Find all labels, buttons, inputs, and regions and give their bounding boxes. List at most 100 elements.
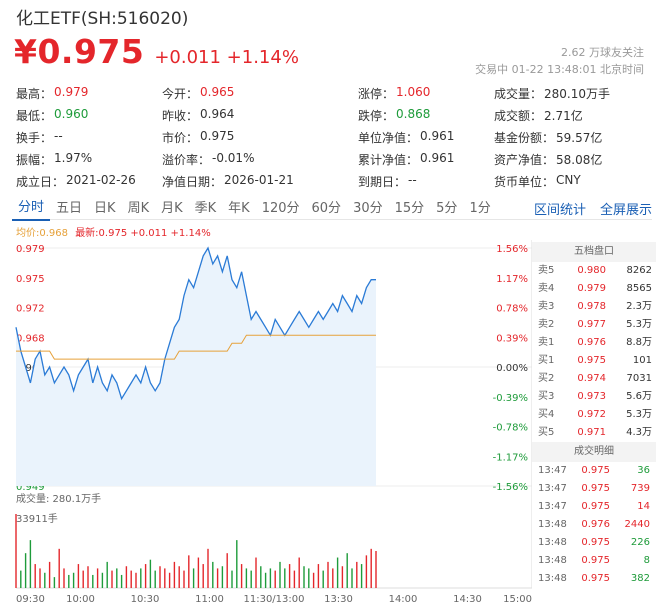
tab-10[interactable]: 15分	[394, 201, 425, 216]
price-area-fill	[16, 248, 376, 486]
stat-value: 0.964	[200, 106, 235, 121]
stat-label: 昨收：	[162, 108, 199, 123]
stat-item: 基金份额： 59.57亿	[494, 129, 648, 146]
trade-time: 13:47	[538, 501, 567, 512]
stat-item: 到期日： --	[358, 173, 494, 190]
stat-label: 货币单位：	[494, 174, 555, 189]
stat-label: 换手：	[16, 130, 53, 145]
trade-volume: 382	[630, 573, 650, 584]
stat-item: 换手： --	[16, 129, 162, 146]
chart-legend: 均价:0.968 最新:0.975 +0.011 +1.14%	[16, 224, 211, 239]
tab-5[interactable]: 季K	[194, 201, 217, 216]
current-price: ¥0.975	[14, 32, 145, 71]
stat-item: 最高： 0.979	[16, 85, 162, 102]
avg-price-line	[16, 334, 376, 360]
orderbook-volume: 8565	[626, 283, 652, 294]
tab-2[interactable]: 日K	[94, 201, 116, 216]
orderbook-price: 0.975	[577, 355, 606, 366]
orderbook-price: 0.978	[577, 301, 606, 312]
trade-row: 13:48 0.975 8	[532, 552, 656, 570]
trade-price: 0.975	[581, 555, 610, 566]
stat-item: 市价： 0.975	[162, 129, 358, 146]
stat-value: 0.975	[200, 128, 235, 143]
orderbook-price: 0.980	[577, 265, 606, 276]
stat-item: 成立日： 2021-02-26	[16, 173, 162, 190]
tab-11[interactable]: 5分	[436, 201, 458, 216]
order-book-panel: 五档盘口 卖5 0.980 8262 卖4 0.979 8565 卖3 0.978 2.3万 卖2 0…	[532, 242, 656, 588]
price-row: ¥0.975 +0.011 +1.14%	[14, 32, 299, 72]
tab-0[interactable]: 分时	[12, 196, 51, 221]
orderbook-level: 买4	[538, 409, 555, 420]
stat-item: 振幅： 1.97%	[16, 151, 162, 168]
orderbook-row: 买1 0.975 101	[532, 352, 656, 370]
orderbook-price: 0.971	[577, 427, 606, 438]
pct-tick-label: -1.17%	[493, 452, 528, 463]
price-change: +0.011 +1.14%	[154, 47, 299, 68]
orderbook-row: 卖3 0.978 2.3万	[532, 298, 656, 316]
time-tick-label: 10:30	[131, 594, 160, 605]
trade-volume: 14	[637, 501, 650, 512]
orderbook-level: 卖2	[538, 319, 555, 330]
pct-tick-label: -0.39%	[493, 393, 528, 404]
price-tick-label: 0.964	[16, 363, 45, 374]
orderbook-level: 买2	[538, 373, 555, 384]
time-tick-label: 10:00	[66, 594, 95, 605]
price-tick-label: 0.949	[16, 482, 45, 493]
stat-value: 2026-01-21	[224, 172, 294, 187]
trade-row: 13:47 0.975 739	[532, 480, 656, 498]
fund-title: 化工ETF(SH:516020)	[16, 9, 189, 29]
interval-stats-button[interactable]: 区间统计	[533, 203, 586, 218]
price-tick-label: 0.979	[16, 244, 45, 255]
stat-value: 59.57亿	[556, 130, 603, 145]
stat-label: 涨停：	[358, 86, 395, 101]
legend-avg: 均价:0.968	[16, 228, 68, 239]
tab-1[interactable]: 五日	[56, 201, 83, 216]
orderbook-row: 买2 0.974 7031	[532, 370, 656, 388]
volume-max-label: 33911手	[16, 512, 58, 525]
tab-4[interactable]: 月K	[161, 201, 183, 216]
orderbook-volume: 8.8万	[626, 337, 652, 348]
stat-label: 基金份额：	[494, 130, 555, 145]
chart-tabs: 分时 五日 日K 周K 月K 季K 年K 120分 60分 30分 15分 5分 1分 区间统计 全屏展示	[12, 196, 652, 221]
time-tick-label: 13:30	[324, 594, 353, 605]
pct-tick-label: -1.56%	[493, 482, 528, 493]
orderbook-row: 买5 0.971 4.3万	[532, 424, 656, 442]
stat-item: 货币单位： CNY	[494, 173, 648, 190]
time-tick-label: 11:30/13:00	[243, 594, 304, 605]
stat-item: 昨收： 0.964	[162, 107, 358, 124]
stat-value: 1.97%	[54, 150, 93, 165]
legend-last: 最新:0.975 +0.011 +1.14%	[75, 228, 211, 239]
orderbook-price: 0.972	[577, 409, 606, 420]
tab-8[interactable]: 60分	[311, 201, 342, 216]
trade-row: 13:47 0.975 14	[532, 498, 656, 516]
fullscreen-button[interactable]: 全屏展示	[599, 203, 652, 218]
stat-label: 今开：	[162, 86, 199, 101]
orderbook-price: 0.976	[577, 337, 606, 348]
stats-row: 最高： 0.979 今开： 0.965 涨停： 1.060 成交量： 280.10万手	[16, 82, 648, 104]
tab-6[interactable]: 年K	[228, 201, 250, 216]
pct-tick-label: 0.00%	[496, 363, 528, 374]
trade-time: 13:48	[538, 519, 567, 530]
tab-9[interactable]: 30分	[353, 201, 383, 216]
stat-label: 市价：	[162, 130, 199, 145]
trade-volume: 2440	[624, 519, 650, 530]
trade-time: 13:48	[538, 573, 567, 584]
orderbook-volume: 101	[632, 355, 652, 366]
tab-3[interactable]: 周K	[127, 201, 150, 216]
tab-12[interactable]: 1分	[469, 201, 491, 216]
orderbook-row: 卖2 0.977 5.3万	[532, 316, 656, 334]
trade-volume: 226	[630, 537, 650, 548]
orderbook-volume: 5.3万	[626, 319, 652, 330]
stat-item: 成交额： 2.71亿	[494, 107, 648, 124]
stat-label: 累计净值：	[358, 152, 419, 167]
stat-value: 2021-02-26	[66, 172, 136, 187]
stat-label: 最低：	[16, 108, 53, 123]
stat-item: 跌停： 0.868	[358, 107, 494, 124]
time-tick-label: 11:00	[195, 594, 224, 605]
stats-row: 换手： -- 市价： 0.975 单位净值： 0.961 基金份额： 59.57亿	[16, 126, 648, 148]
trade-price: 0.975	[581, 501, 610, 512]
tab-7[interactable]: 120分	[261, 201, 300, 216]
intraday-chart[interactable]: 0.9790.9750.9720.9680.9640.9600.9560.953…	[0, 0, 532, 615]
volume-label: 成交量: 280.1万手	[16, 492, 101, 505]
orderbook-row: 买3 0.973 5.6万	[532, 388, 656, 406]
